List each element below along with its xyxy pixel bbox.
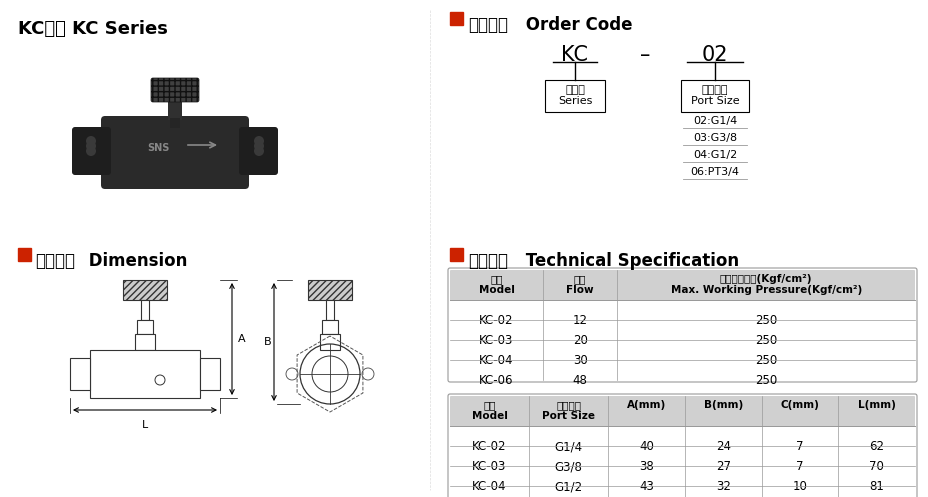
Text: 03:G3/8: 03:G3/8 bbox=[692, 133, 736, 143]
Text: 24: 24 bbox=[715, 440, 730, 453]
Text: KC: KC bbox=[561, 45, 587, 65]
Circle shape bbox=[86, 146, 96, 156]
Bar bbox=[449, 12, 462, 25]
Text: 外型尺寸: 外型尺寸 bbox=[35, 252, 75, 270]
Text: 型号: 型号 bbox=[490, 274, 502, 284]
Bar bbox=[322, 320, 338, 334]
Text: 48: 48 bbox=[573, 374, 587, 387]
Text: 30: 30 bbox=[573, 354, 586, 367]
Bar bbox=[308, 280, 352, 300]
Text: 27: 27 bbox=[715, 460, 730, 473]
Text: 02: 02 bbox=[701, 45, 728, 65]
Text: 20: 20 bbox=[573, 334, 587, 347]
Bar bbox=[90, 350, 200, 398]
FancyBboxPatch shape bbox=[447, 394, 916, 497]
Text: 04:G1/2: 04:G1/2 bbox=[692, 150, 736, 160]
Text: 250: 250 bbox=[754, 314, 777, 327]
Text: 最高使用压力(Kgf/cm²): 最高使用压力(Kgf/cm²) bbox=[719, 274, 812, 284]
Text: 62: 62 bbox=[869, 440, 883, 453]
Bar bbox=[449, 248, 462, 261]
Text: 12: 12 bbox=[572, 314, 587, 327]
Text: 02:G1/4: 02:G1/4 bbox=[692, 116, 736, 126]
Text: A: A bbox=[238, 334, 245, 344]
Circle shape bbox=[253, 136, 264, 146]
Bar bbox=[200, 358, 220, 390]
Text: KC-06: KC-06 bbox=[479, 374, 513, 387]
Text: Model: Model bbox=[478, 285, 514, 295]
Bar bbox=[170, 118, 180, 128]
Bar bbox=[680, 80, 748, 112]
Text: Max. Working Pressure(Kgf/cm²): Max. Working Pressure(Kgf/cm²) bbox=[670, 285, 861, 295]
Text: 订货型号: 订货型号 bbox=[468, 16, 508, 34]
Text: 技术参数: 技术参数 bbox=[468, 252, 508, 270]
Text: 7: 7 bbox=[795, 440, 803, 453]
Bar bbox=[168, 100, 182, 120]
FancyBboxPatch shape bbox=[151, 78, 199, 102]
Text: 43: 43 bbox=[638, 480, 653, 493]
Text: 螺纹尺寸: 螺纹尺寸 bbox=[556, 400, 580, 410]
Text: C(mm): C(mm) bbox=[780, 400, 818, 410]
Text: SNS: SNS bbox=[147, 143, 169, 153]
Text: 流量: 流量 bbox=[574, 274, 586, 284]
Text: KC-02: KC-02 bbox=[479, 314, 513, 327]
FancyBboxPatch shape bbox=[101, 116, 249, 189]
Text: G1/4: G1/4 bbox=[554, 440, 582, 453]
FancyBboxPatch shape bbox=[72, 127, 110, 175]
Text: KC-02: KC-02 bbox=[471, 440, 507, 453]
Text: 型号: 型号 bbox=[483, 400, 496, 410]
Text: KC-04: KC-04 bbox=[479, 354, 513, 367]
Text: 螺纹尺寸: 螺纹尺寸 bbox=[701, 85, 728, 95]
Circle shape bbox=[86, 141, 96, 151]
Text: KC-03: KC-03 bbox=[479, 334, 513, 347]
FancyBboxPatch shape bbox=[449, 396, 914, 427]
Text: 06:PT3/4: 06:PT3/4 bbox=[690, 167, 739, 177]
Text: KC系列 KC Series: KC系列 KC Series bbox=[18, 20, 168, 38]
Circle shape bbox=[253, 146, 264, 156]
Text: 81: 81 bbox=[869, 480, 883, 493]
Text: 40: 40 bbox=[638, 440, 653, 453]
Text: 7: 7 bbox=[795, 460, 803, 473]
Text: L: L bbox=[142, 420, 148, 430]
Text: KC-03: KC-03 bbox=[471, 460, 506, 473]
Text: 250: 250 bbox=[754, 354, 777, 367]
Text: Technical Specification: Technical Specification bbox=[520, 252, 739, 270]
Text: 10: 10 bbox=[792, 480, 806, 493]
Text: Flow: Flow bbox=[566, 285, 593, 295]
Text: 250: 250 bbox=[754, 334, 777, 347]
Bar bbox=[141, 300, 148, 320]
Text: KC-04: KC-04 bbox=[471, 480, 507, 493]
FancyBboxPatch shape bbox=[238, 127, 277, 175]
Text: Dimension: Dimension bbox=[83, 252, 187, 270]
Bar bbox=[545, 80, 604, 112]
Text: Series: Series bbox=[557, 96, 591, 106]
FancyBboxPatch shape bbox=[449, 270, 914, 301]
Bar bbox=[136, 320, 153, 334]
Text: B: B bbox=[264, 337, 271, 347]
Text: A(mm): A(mm) bbox=[626, 400, 665, 410]
Circle shape bbox=[253, 141, 264, 151]
Text: Order Code: Order Code bbox=[520, 16, 632, 34]
Text: 32: 32 bbox=[715, 480, 729, 493]
Text: Port Size: Port Size bbox=[690, 96, 739, 106]
Text: –: – bbox=[639, 45, 650, 65]
Bar bbox=[319, 334, 340, 350]
Bar bbox=[70, 358, 90, 390]
Text: Model: Model bbox=[471, 411, 507, 421]
Text: 70: 70 bbox=[869, 460, 883, 473]
Text: 系列号: 系列号 bbox=[564, 85, 585, 95]
Text: L(mm): L(mm) bbox=[857, 400, 895, 410]
Text: 250: 250 bbox=[754, 374, 777, 387]
Bar bbox=[122, 280, 167, 300]
FancyBboxPatch shape bbox=[447, 268, 916, 382]
Text: G3/8: G3/8 bbox=[554, 460, 582, 473]
Bar bbox=[135, 334, 155, 350]
Text: Port Size: Port Size bbox=[542, 411, 595, 421]
Bar bbox=[18, 248, 31, 261]
Text: G1/2: G1/2 bbox=[554, 480, 582, 493]
Text: B(mm): B(mm) bbox=[702, 400, 742, 410]
Text: 38: 38 bbox=[638, 460, 653, 473]
Circle shape bbox=[86, 136, 96, 146]
Bar bbox=[326, 300, 334, 320]
